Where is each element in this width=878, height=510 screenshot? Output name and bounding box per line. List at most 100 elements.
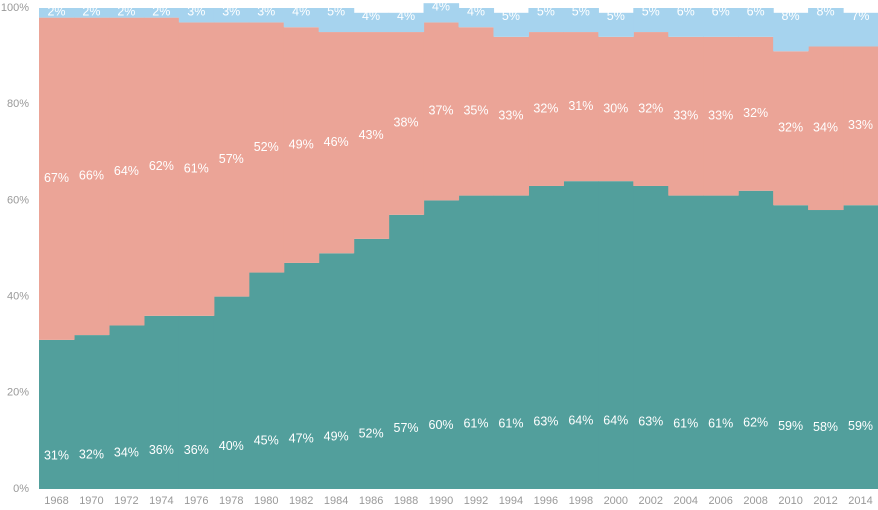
data-label-s0-1988: 57% [394,421,419,435]
area-segment-s2-2012 [808,8,844,47]
area-segment-s1-1972 [108,17,145,326]
area-segment-s1-1982 [283,27,320,263]
data-label-s1-2006: 33% [708,109,733,123]
area-segment-s0-2000 [598,181,634,489]
x-tick-label: 1980 [254,495,278,507]
y-tick-label: 60% [7,194,29,206]
area-segment-s1-1984 [318,32,355,254]
area-segment-s2-1984 [318,8,355,33]
area-segment-s1-2012 [808,46,844,211]
y-tick-label: 80% [7,98,29,110]
area-segment-s2-2014 [843,12,878,47]
data-label-s0-1976: 36% [184,443,209,457]
data-label-s0-1986: 52% [359,426,384,440]
area-segment-s2-1974 [143,8,180,18]
data-label-s2-1988: 4% [397,9,415,23]
x-tick-label: 1976 [184,495,208,507]
data-label-s0-2008: 62% [743,416,768,430]
area-segment-s0-1990 [423,200,460,489]
data-label-s2-1986: 4% [362,9,380,23]
x-tick-label: 1998 [569,495,593,507]
area-segment-s2-2006 [703,8,739,37]
data-label-s1-2002: 32% [638,101,663,115]
data-label-s0-2010: 59% [778,419,803,433]
area-segment-s0-1972 [108,325,145,489]
data-label-s2-1978: 3% [222,4,240,18]
area-segment-s2-1980 [248,8,285,23]
area-segment-s0-1984 [318,253,355,489]
area-segment-s2-2000 [598,12,634,37]
area-segment-s1-2004 [668,36,704,196]
area-segment-s0-1986 [353,238,390,489]
data-label-s1-1976: 61% [184,161,209,175]
data-label-s0-2012: 58% [813,420,838,434]
data-label-s2-2006: 6% [712,4,730,18]
data-label-s2-1994: 5% [502,9,520,23]
area-segment-s0-1968 [39,339,75,489]
area-bands [39,3,878,489]
data-label-s1-1986: 43% [359,128,384,142]
data-label-s2-1968: 2% [47,4,65,18]
data-label-s1-1996: 32% [533,101,558,115]
data-label-s2-2008: 6% [747,4,765,18]
data-label-s2-1990: 4% [432,0,450,13]
data-label-s2-1980: 3% [257,4,275,18]
area-segment-s1-1992 [458,27,495,196]
x-tick-label: 2006 [708,495,732,507]
data-label-s2-2002: 5% [642,4,660,18]
data-label-s0-2000: 64% [603,414,628,428]
area-segment-s1-1976 [178,22,215,316]
y-tick-label: 40% [7,291,29,303]
area-segment-s0-2012 [808,210,844,489]
data-label-s0-1972: 34% [114,445,139,459]
data-label-s1-1980: 52% [254,140,279,154]
x-tick-label: 1996 [534,495,558,507]
x-tick-label: 1994 [499,495,523,507]
x-tick-label: 1992 [464,495,488,507]
area-segment-s2-1996 [528,8,564,33]
data-label-s2-2000: 5% [607,9,625,23]
x-tick-label: 1970 [79,495,103,507]
data-label-s0-1980: 45% [254,434,279,448]
data-label-s1-2014: 33% [848,118,873,132]
area-segment-s1-1996 [528,32,564,186]
data-label-s2-1982: 4% [292,4,310,18]
area-segment-s0-2006 [703,195,739,489]
data-label-s0-1978: 40% [219,439,244,453]
x-tick-label: 1990 [429,495,453,507]
x-tick-label: 1968 [44,495,68,507]
data-label-s0-1998: 64% [568,414,593,428]
data-label-s0-1974: 36% [149,443,174,457]
area-segment-s1-1978 [213,22,250,297]
area-segment-s2-1988 [388,12,425,33]
area-segment-s0-2010 [773,205,809,489]
data-label-s0-2006: 61% [708,417,733,431]
data-label-s2-1998: 5% [572,4,590,18]
data-label-s2-2010: 8% [782,9,800,23]
area-segment-s0-1970 [73,335,110,489]
y-axis: 0% 20% 40% 60% 80% 100% [1,2,29,495]
area-segment-s2-2002 [633,8,669,33]
area-segment-s0-1974 [143,315,180,489]
area-segment-s2-1986 [353,12,390,33]
data-label-s0-1996: 63% [533,415,558,429]
data-label-s2-1992: 4% [467,4,485,18]
data-label-s0-2004: 61% [673,417,698,431]
y-tick-label: 20% [7,387,29,399]
data-label-s2-1974: 2% [152,4,170,18]
area-segment-s0-2014 [843,205,878,489]
data-label-s0-1990: 60% [429,418,454,432]
x-tick-label: 2004 [673,495,697,507]
area-segment-s0-1994 [493,195,530,489]
area-segment-s1-2014 [843,46,878,206]
area-segment-s0-1980 [248,272,285,489]
data-label-s0-1968: 31% [44,448,69,462]
area-segment-s0-2004 [668,195,704,489]
data-label-s1-2000: 30% [603,101,628,115]
area-segment-s2-2008 [738,8,774,37]
area-segment-s2-1998 [563,8,599,33]
area-segment-s1-1994 [493,36,530,196]
data-label-s1-2012: 34% [813,121,838,135]
area-segment-s0-1978 [213,296,250,489]
area-segment-s0-1996 [528,185,564,489]
